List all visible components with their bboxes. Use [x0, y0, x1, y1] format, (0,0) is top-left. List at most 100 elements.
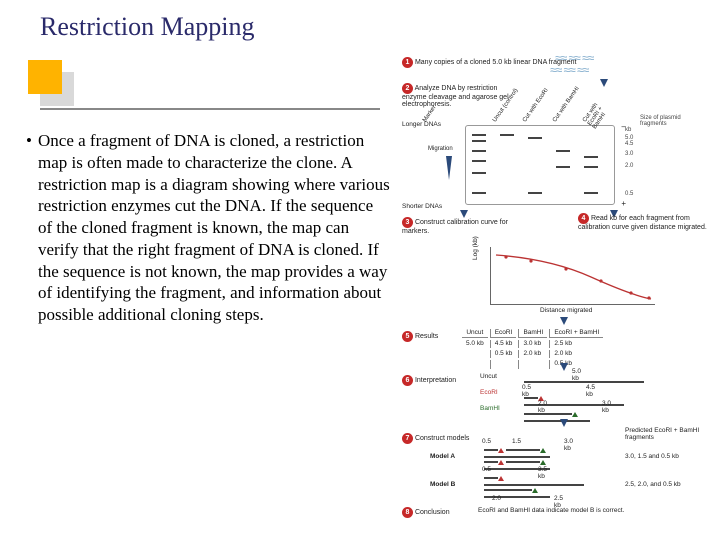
size-kb: kb: [625, 127, 631, 133]
sizes-caption: Size of plasmid fragments: [640, 115, 700, 127]
step-8-label: Conclusion: [415, 509, 450, 516]
conclusion-text: EcoRI and BamHI data indicate model B is…: [478, 507, 624, 514]
model-b-predicted: 2.5, 2.0, and 0.5 kb: [625, 481, 681, 488]
step-3-label: Construct calibration curve for markers.: [402, 219, 508, 235]
gel-image: Marker Uncut (control) Cut with EcoRI Cu…: [465, 125, 615, 205]
arrow-down-icon: [560, 419, 568, 427]
results-cell: [518, 360, 547, 368]
figure-panel: 1 Many copies of a cloned 5.0 kb linear …: [400, 55, 710, 525]
gel-band: [584, 156, 598, 158]
step-2-label: Analyze DNA by restriction enzyme cleava…: [402, 85, 509, 108]
arrow-down-icon: [560, 317, 568, 325]
step-4: 4 Read kb for each fragment from calibra…: [578, 213, 708, 231]
gel-band: [528, 137, 542, 139]
step-6: 6 Interpretation: [402, 375, 456, 386]
arrow-down-icon: [600, 79, 608, 87]
interp-bam-a: 2.0 kb: [538, 400, 547, 414]
calibration-curve-icon: [491, 247, 656, 305]
interp-uncut-label: Uncut: [480, 373, 497, 380]
gel-band: [528, 192, 542, 194]
decoration-square: [28, 60, 62, 94]
migration-arrow-icon: [446, 156, 452, 180]
model-b-seg-b: 3.5 kb: [538, 466, 547, 480]
results-cell: 4.5 kb: [490, 340, 517, 348]
gel-shorter-label: Shorter DNAs: [402, 203, 442, 210]
results-h3: BamHI: [518, 329, 547, 338]
step-8: 8 Conclusion: [402, 507, 450, 518]
gel-band: [472, 192, 486, 194]
results-cell: 5.0 kb: [462, 340, 488, 348]
model-b-seg-a: 0.5: [482, 466, 491, 473]
lane-3-label: Cut with BamHI: [552, 86, 581, 124]
results-table: Uncut EcoRI BamHI EcoRI + BamHI 5.0 kb 4…: [460, 327, 605, 371]
calibration-plot: [490, 247, 655, 305]
step-2-dot: 2: [402, 83, 413, 94]
plot-ylabel: Log (kb): [472, 236, 479, 260]
gel-band: [584, 192, 598, 194]
step-6-label: Interpretation: [415, 377, 456, 384]
model-b-seg-aa: 2.0: [492, 495, 501, 502]
page-title: Restriction Mapping: [40, 12, 254, 42]
step-7: 7 Construct models: [402, 433, 469, 444]
step-8-dot: 8: [402, 507, 413, 518]
arrow-down-icon: [560, 363, 568, 371]
step-1-dot: 1: [402, 57, 413, 68]
dna-fragment-icon: ≈≈ ≈≈ ≈≈: [550, 63, 588, 77]
predicted-label: Predicted EcoRI + BamHI fragments: [625, 427, 705, 441]
model-a-label: Model A: [430, 453, 455, 460]
results-h1: Uncut: [462, 329, 488, 338]
model-a-seg-b: 1.5: [512, 438, 521, 445]
gel-band: [472, 160, 486, 162]
gel-band: [472, 172, 486, 174]
results-h2: EcoRI: [490, 329, 517, 338]
results-cell: 2.5 kb: [549, 340, 603, 348]
model-b-label: Model B: [430, 481, 455, 488]
results-cell: [490, 360, 517, 368]
step-5-dot: 5: [402, 331, 413, 342]
step-3: 3 Construct calibration curve for marker…: [402, 217, 512, 235]
interp-eco-label: EcoRI: [480, 389, 498, 396]
step-4-dot: 4: [578, 213, 589, 224]
lane-4-label: Cut with EcoRI + BamHI: [582, 94, 615, 131]
results-cell: 2.0 kb: [518, 350, 547, 358]
results-cell: 0.5 kb: [490, 350, 517, 358]
lane-2-label: Cut with EcoRI: [522, 87, 550, 123]
model-a-seg-c: 3.0 kb: [564, 438, 573, 452]
step-6-dot: 6: [402, 375, 413, 386]
interp-eco-b: 4.5 kb: [586, 384, 595, 398]
step-4-label: Read kb for each fragment from calibrati…: [578, 215, 707, 231]
results-cell: [462, 350, 488, 358]
interp-eco: EcoRI 0.5 kb 4.5 kb: [480, 389, 498, 396]
interp-uncut-len: 5.0 kb: [572, 368, 581, 382]
results-cell: [462, 360, 488, 368]
bullet-icon: •: [20, 130, 38, 326]
plot-xlabel: Distance migrated: [540, 307, 592, 314]
model-a: Model A 0.5 1.5 3.0 kb: [430, 453, 455, 460]
gel-band: [500, 134, 514, 136]
body-text: Once a fragment of DNA is cloned, a rest…: [38, 130, 390, 326]
pole-plus: +: [621, 199, 626, 208]
step-3-dot: 3: [402, 217, 413, 228]
model-a-predicted: 3.0, 1.5 and 0.5 kb: [625, 453, 679, 460]
title-underline: [40, 108, 380, 110]
body-paragraph: • Once a fragment of DNA is cloned, a re…: [20, 130, 390, 326]
model-b: Model B 0.5 3.5 kb 2.0 2.5 kb: [430, 481, 455, 488]
size-4.5: 4.5: [625, 141, 633, 147]
gel-band: [556, 150, 570, 152]
interp-bam: BamHI 2.0 kb 3.0 kb: [480, 405, 500, 412]
step-5: 5 Results: [402, 331, 438, 342]
step-7-label: Construct models: [415, 435, 469, 442]
gel-band: [584, 166, 598, 168]
size-0.5: 0.5: [625, 191, 633, 197]
size-2.0: 2.0: [625, 163, 633, 169]
results-h4: EcoRI + BamHI: [549, 329, 603, 338]
gel-band: [472, 134, 486, 136]
gel-band: [556, 166, 570, 168]
results-cell: 3.0 kb: [518, 340, 547, 348]
migration-label: Migration: [428, 146, 453, 152]
gel-band: [472, 150, 486, 152]
step-5-label: Results: [415, 333, 438, 340]
gel-longer-label: Longer DNAs: [402, 121, 441, 128]
interp-bam-label: BamHI: [480, 405, 500, 412]
size-3.0: 3.0: [625, 151, 633, 157]
